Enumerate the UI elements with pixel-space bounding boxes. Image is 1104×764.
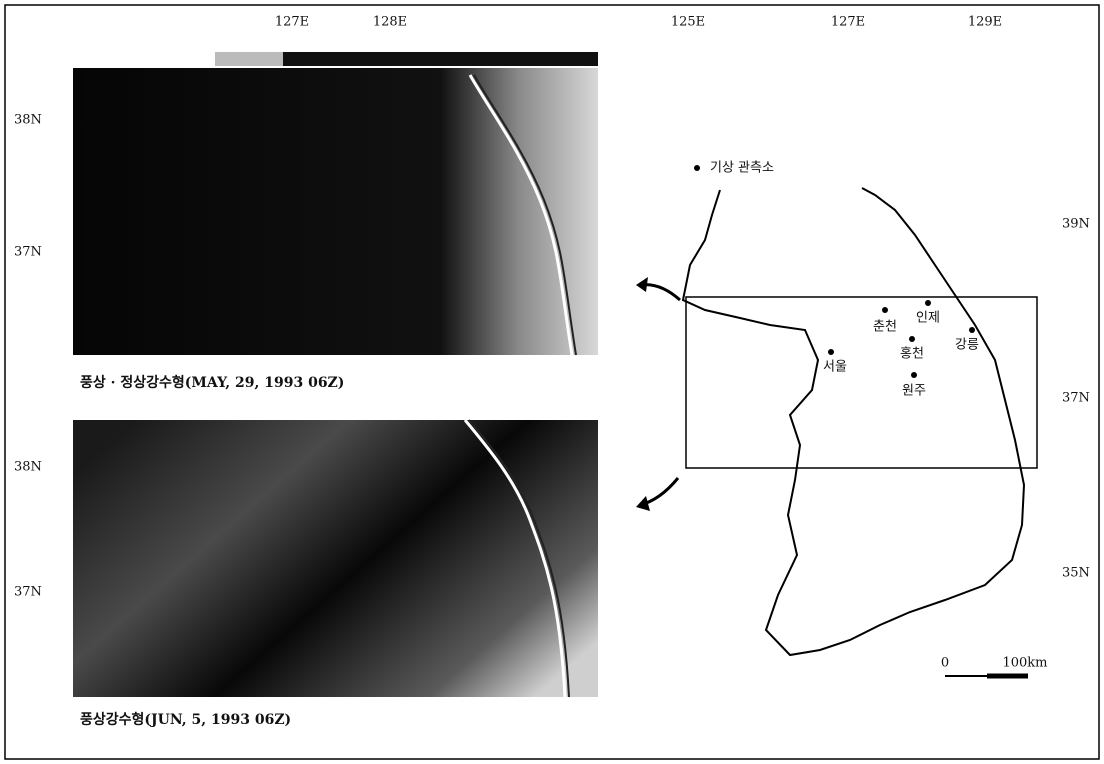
station-dot	[882, 307, 888, 313]
lon-label: 127E	[275, 15, 309, 30]
caption: 풍상강수형(JUN, 5, 1993 06Z)	[80, 711, 291, 728]
arrow-head	[636, 496, 650, 511]
station-label: 인제	[916, 311, 940, 326]
scale-label: 0	[941, 656, 949, 671]
lat-label: 35N	[1062, 566, 1090, 581]
legend-dot	[694, 165, 700, 171]
station-label: 서울	[823, 360, 847, 375]
legend-label: 기상 관측소	[710, 161, 774, 176]
lon-label: 125E	[671, 15, 705, 30]
lat-label: 38N	[14, 113, 42, 128]
station-label: 원주	[902, 384, 926, 399]
lat-label: 37N	[14, 245, 42, 260]
lat-label: 37N	[14, 585, 42, 600]
scale-label: 100km	[1002, 656, 1047, 671]
lon-label: 128E	[373, 15, 407, 30]
lon-label: 129E	[968, 15, 1002, 30]
coastline	[683, 188, 1024, 655]
satellite-image	[73, 420, 598, 697]
station-dot	[828, 349, 834, 355]
station-dot	[925, 300, 931, 306]
station-dot	[911, 372, 917, 378]
station-dot	[969, 327, 975, 333]
caption: 풍상 · 정상강수형(MAY, 29, 1993 06Z)	[80, 374, 344, 391]
satellite-image	[73, 68, 598, 355]
arrow-head	[636, 277, 648, 292]
station-label: 춘천	[873, 320, 897, 335]
station-label: 홍천	[900, 347, 924, 362]
color-bar	[283, 52, 598, 66]
lat-label: 38N	[14, 460, 42, 475]
lat-label: 37N	[1062, 391, 1090, 406]
lon-label: 127E	[831, 15, 865, 30]
lat-label: 39N	[1062, 217, 1090, 232]
study-box	[686, 297, 1037, 468]
figure: 기상 관측소 풍상 · 정상강수형(MAY, 29, 1993 06Z) 풍상강…	[0, 0, 1104, 764]
station-label: 강릉	[955, 338, 979, 353]
station-dot	[909, 336, 915, 342]
